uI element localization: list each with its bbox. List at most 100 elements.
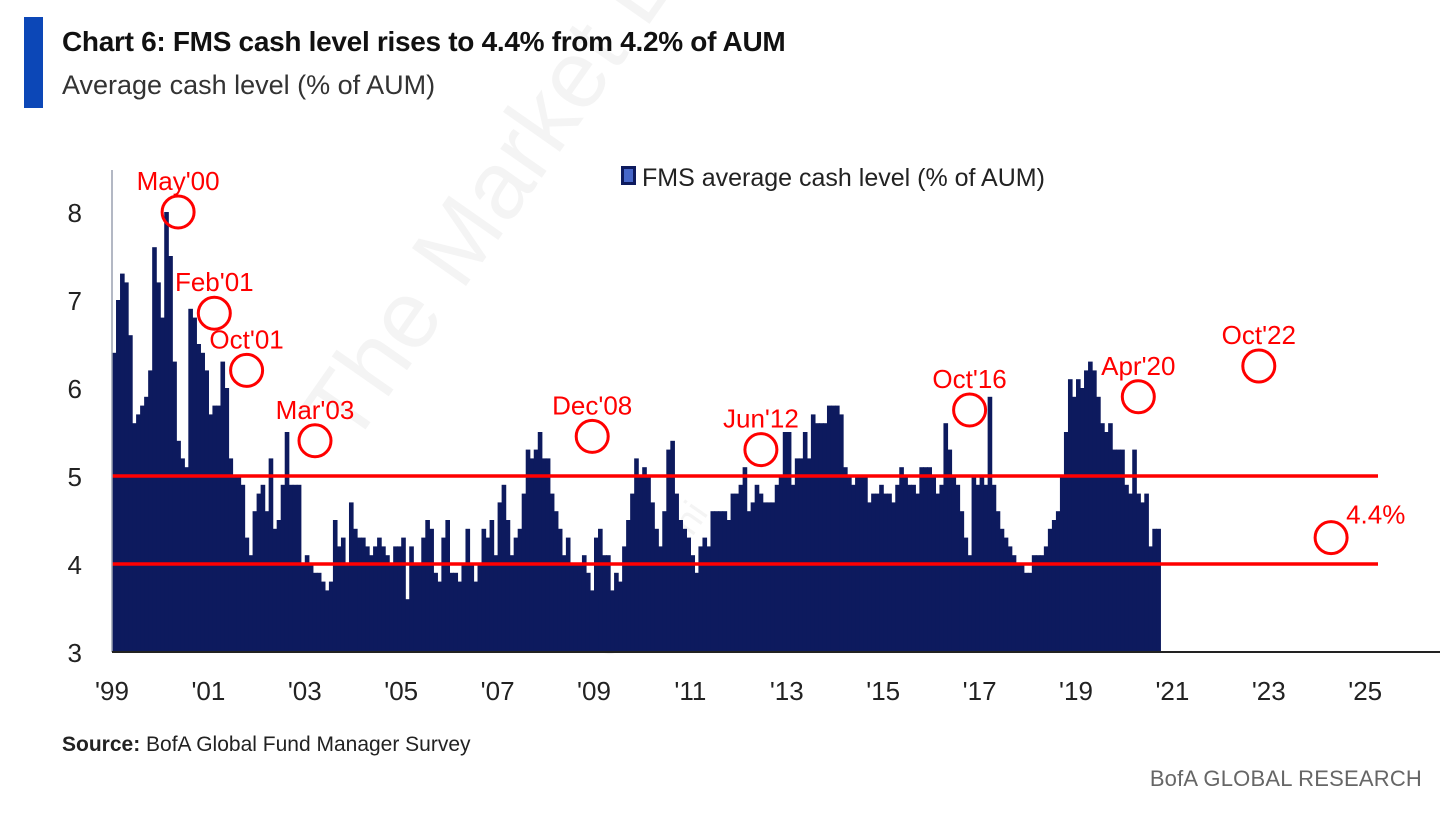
bar [152,247,157,652]
bar [907,484,912,652]
bar [393,546,398,652]
bar [397,546,402,652]
bar [947,449,953,652]
bar [606,555,611,652]
bar [533,449,539,652]
bar [365,546,370,652]
bar [1027,572,1033,652]
bar [332,520,338,652]
bar [569,564,575,652]
annotation-label: Apr'20 [1101,351,1175,381]
bar [762,502,768,652]
bar [782,432,788,652]
axes: 3 4 5 6 7 8 '99 '01 '03 '05 '07 '09 '11 '13 '15 '17 '19 '… [68,170,1440,706]
bar [594,537,599,652]
bar [501,484,507,652]
bar [433,572,438,652]
bar [670,440,675,652]
bar [786,432,792,652]
bar [851,484,856,652]
bar [220,361,226,652]
source-text: BofA Global Fund Manager Survey [140,733,471,756]
bar [184,467,189,652]
bar [200,352,205,652]
bar [537,432,543,652]
bar [385,555,390,652]
bar [320,581,326,652]
bar [481,528,487,652]
bar [1144,493,1149,652]
bar [702,537,708,652]
bar [489,520,495,652]
y-tick-label: 5 [68,462,82,492]
reference-lines [112,474,1378,566]
y-tick-label: 3 [68,638,82,668]
bar [577,564,583,652]
bar [477,564,483,652]
bar [240,484,246,652]
bar [843,467,848,652]
bar [891,502,896,652]
bar [983,484,989,652]
bar [995,511,1001,652]
bar [164,212,169,652]
bar [340,537,346,652]
bar [642,467,647,652]
bar [714,511,720,652]
bar [280,484,286,652]
x-tick-label: '05 [384,676,418,706]
bar [682,528,687,652]
bar [1076,379,1081,652]
bar [344,564,350,652]
bar [602,555,607,652]
bar [1055,511,1061,652]
bar [188,308,193,652]
x-tick-label: '23 [1252,676,1286,706]
bar [674,493,679,652]
y-tick-label: 8 [68,198,82,228]
bar [1152,528,1157,652]
bar [871,493,876,652]
bar [798,458,804,652]
annotation-circle [297,423,333,459]
bar [734,493,740,652]
bar [409,546,414,652]
bar [1108,423,1113,652]
bar [822,423,828,652]
annotation-label: Jun'12 [723,404,799,434]
bar [730,493,736,652]
bar [991,484,997,652]
bar [417,564,422,652]
bar [935,493,941,652]
annotation-label: Mar'03 [276,395,355,425]
bar [630,493,635,652]
bar [830,405,836,652]
bar [766,502,772,652]
bar [694,572,700,652]
bar [794,458,800,652]
bar-series [112,212,1161,652]
bar [911,484,916,652]
bar [1104,432,1109,652]
bar [1136,493,1141,652]
bar [814,423,820,652]
bar [614,572,619,652]
bar [678,520,683,652]
bar [160,317,165,652]
bar [425,520,430,652]
x-tick-label: '15 [866,676,900,706]
source-label: Source: [62,733,141,756]
bar [405,599,410,652]
bar [690,555,696,652]
bar [1100,423,1105,652]
annotation-label: Oct'01 [209,324,283,354]
bar [216,405,222,652]
bar [722,511,728,652]
bar [810,414,816,652]
bar [1063,432,1069,652]
bar [204,370,209,652]
x-tick-label: '01 [191,676,225,706]
x-tick-label: '07 [481,676,515,706]
bar [120,273,125,652]
